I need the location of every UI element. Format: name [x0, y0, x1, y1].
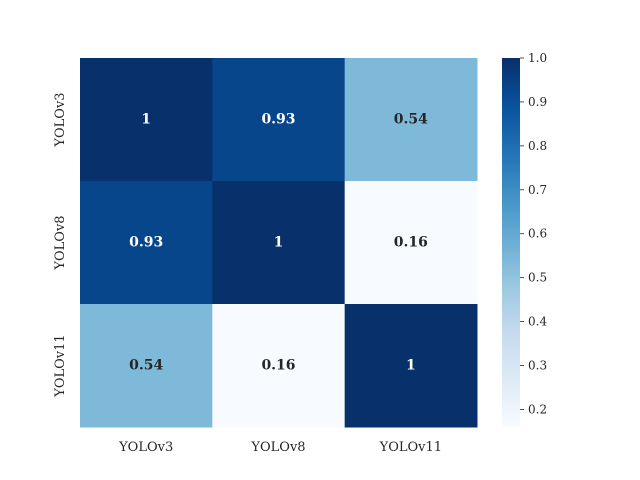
heatmap-cell — [212, 58, 346, 182]
heatmap-cell — [344, 181, 478, 305]
x-tick-label: YOLOv8 — [250, 440, 305, 455]
heatmap-cell — [80, 181, 213, 305]
colorbar-tick-label: 0.4 — [528, 315, 547, 329]
heatmap-cell — [344, 304, 478, 428]
colorbar: 0.2 0.3 0.4 0.5 0.6 0.7 0.8 0.9 1.0 — [502, 51, 547, 427]
y-tick-label: YOLOv3 — [53, 92, 68, 147]
y-tick-label: YOLOv11 — [53, 334, 68, 397]
heatmap-cell — [80, 58, 213, 182]
x-axis-ticks: YOLOv3 YOLOv8 YOLOv11 — [118, 440, 442, 455]
heatmap-cell — [80, 304, 213, 428]
y-tick-label: YOLOv8 — [53, 215, 68, 270]
heatmap-cell — [212, 304, 346, 428]
colorbar-tick-label: 0.8 — [528, 139, 547, 153]
x-tick-label: YOLOv3 — [118, 440, 173, 455]
colorbar-tick-label: 0.7 — [528, 183, 547, 197]
cell-annotation: 1 — [274, 235, 284, 251]
cell-annotation: 1 — [406, 358, 416, 374]
colorbar-gradient — [502, 58, 520, 427]
cell-annotation: 0.54 — [129, 358, 163, 374]
cell-annotation: 0.16 — [394, 235, 428, 251]
y-axis-ticks: YOLOv3 YOLOv8 YOLOv11 — [53, 92, 68, 397]
heatmap-cell — [212, 181, 346, 305]
cell-annotation: 1 — [141, 112, 151, 128]
colorbar-tick-label: 0.3 — [528, 359, 547, 373]
x-tick-label: YOLOv11 — [379, 440, 442, 455]
heatmap-cell — [344, 58, 478, 182]
cell-annotation: 0.54 — [394, 112, 428, 128]
cell-annotation: 0.93 — [129, 235, 163, 251]
heatmap-cells: 1 0.93 0.54 0.93 1 0.16 0.54 0.16 1 — [80, 58, 478, 428]
colorbar-tick-label: 0.9 — [528, 95, 547, 109]
cell-annotation: 0.93 — [261, 112, 295, 128]
cell-annotation: 0.16 — [261, 358, 295, 374]
colorbar-tick-label: 0.6 — [528, 227, 547, 241]
colorbar-tick-label: 1.0 — [528, 51, 547, 65]
colorbar-tick-label: 0.2 — [528, 402, 547, 416]
colorbar-tick-label: 0.5 — [528, 271, 547, 285]
